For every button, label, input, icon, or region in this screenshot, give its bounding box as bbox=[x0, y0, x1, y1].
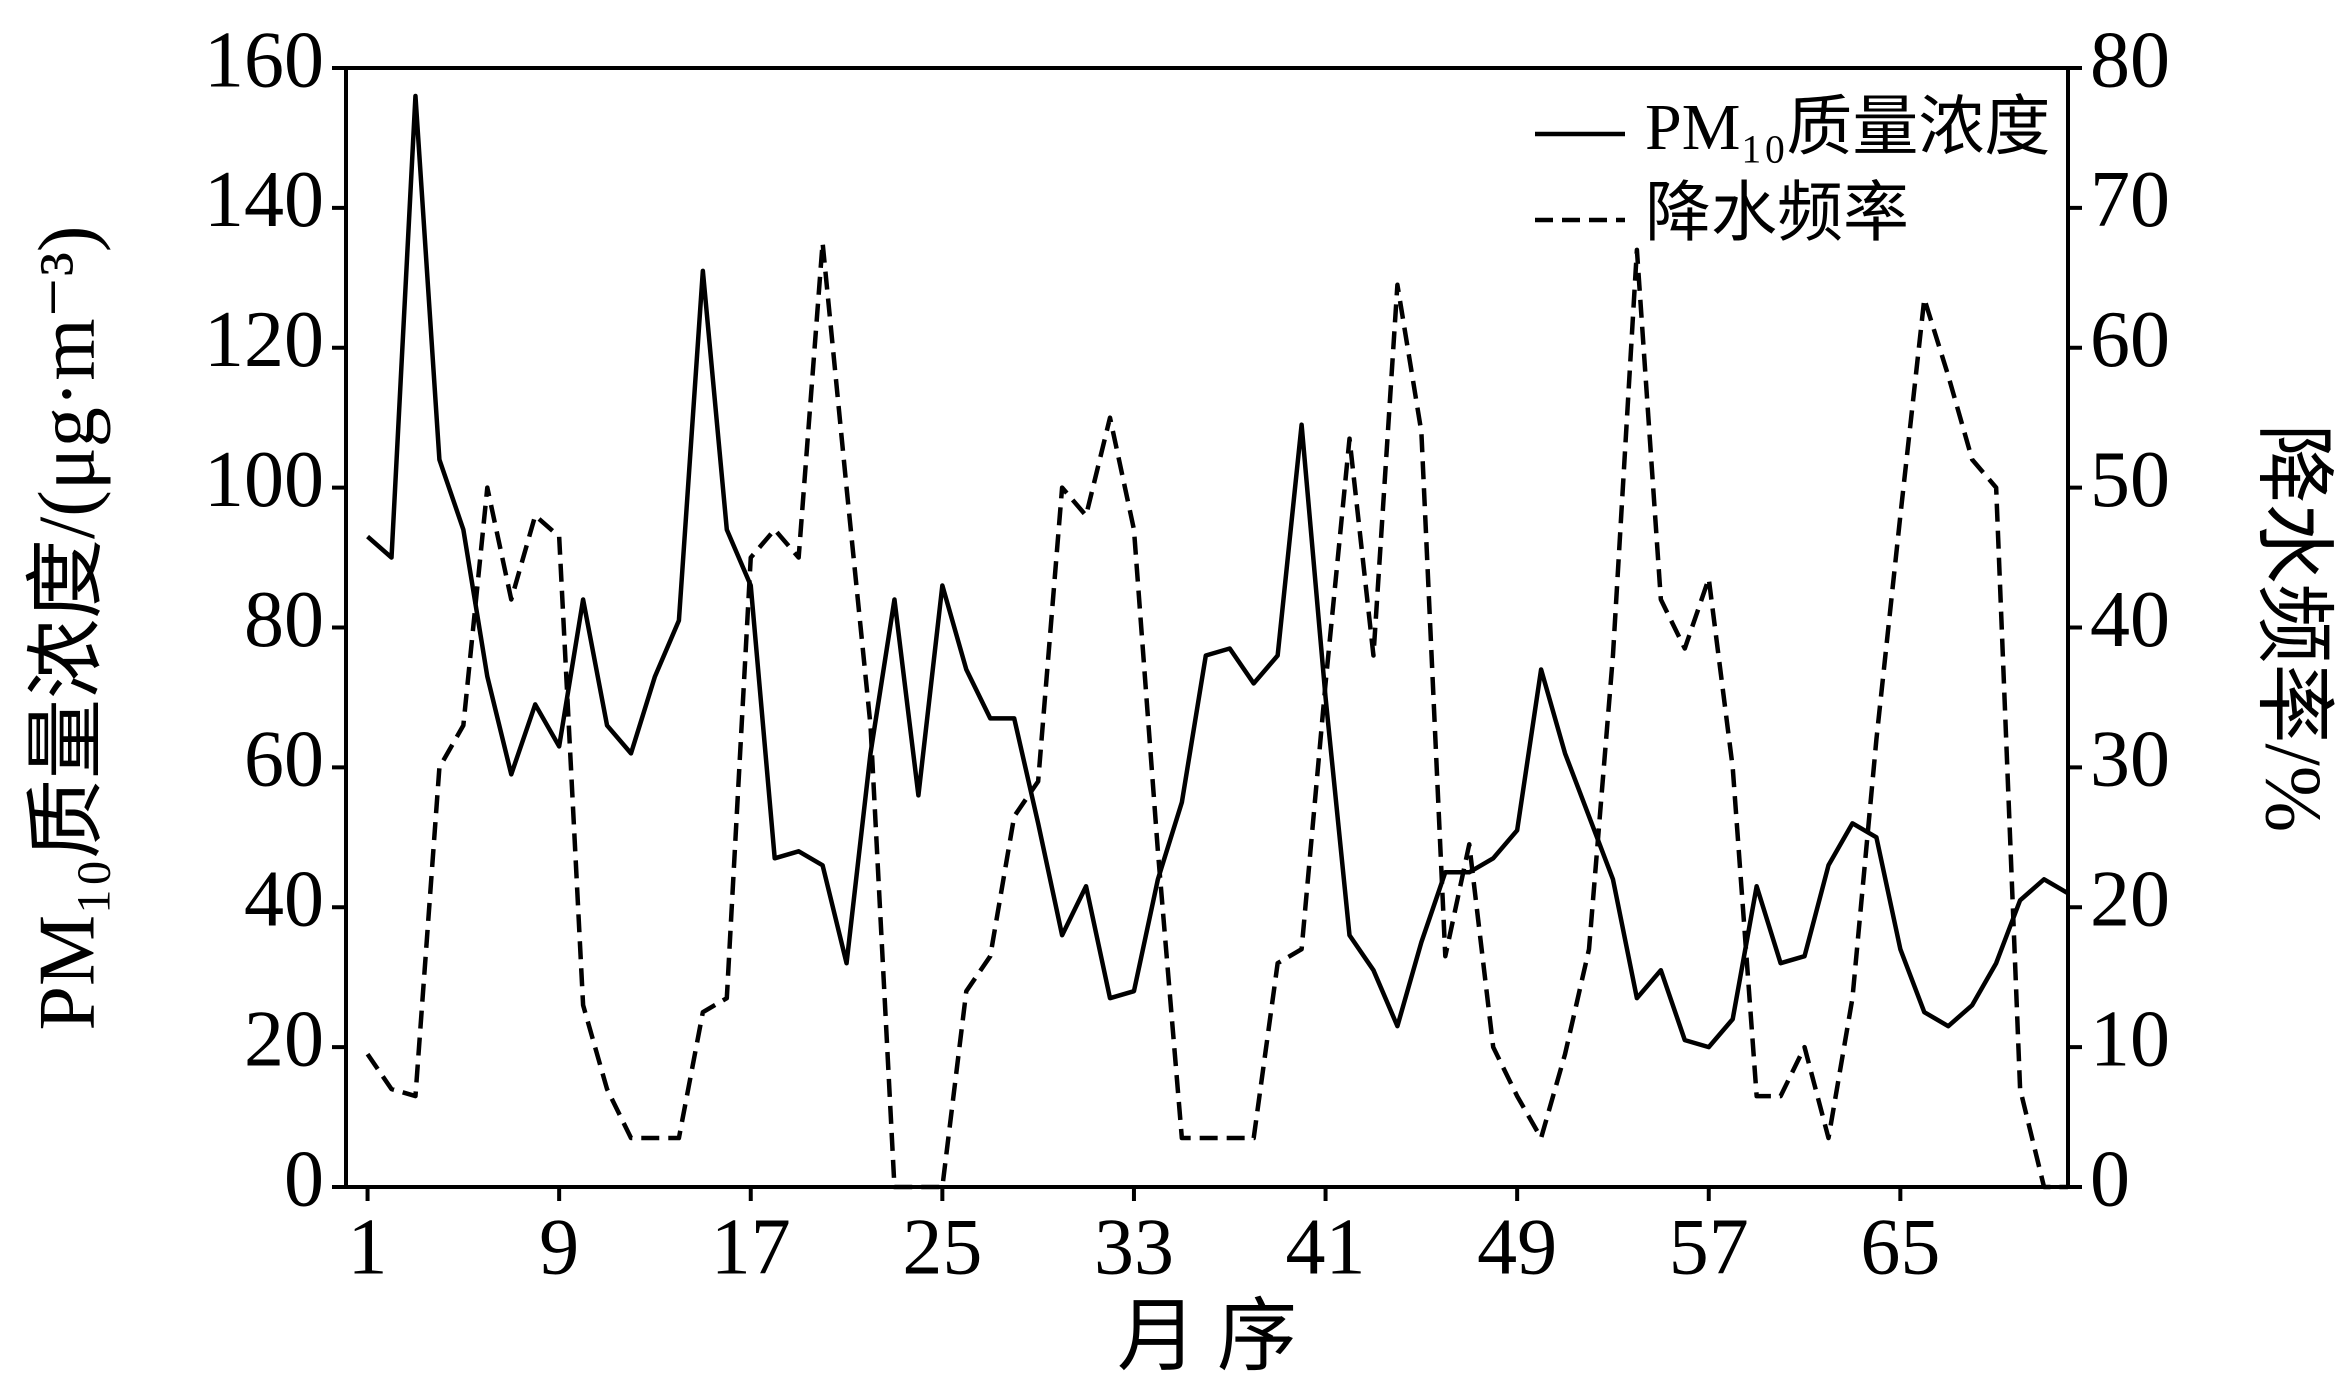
y2-tick-label: 50 bbox=[2090, 436, 2170, 524]
y-tick-label: 160 bbox=[204, 16, 324, 104]
x-tick-label: 65 bbox=[1860, 1203, 1940, 1291]
y-tick-label: 140 bbox=[204, 156, 324, 244]
y2-tick-label: 70 bbox=[2090, 156, 2170, 244]
data-line bbox=[366, 93, 2070, 1050]
x-tick-label: 33 bbox=[1094, 1203, 1174, 1291]
x-tick-label: 9 bbox=[539, 1203, 579, 1291]
y2-tick-label: 10 bbox=[2090, 995, 2170, 1083]
y2-tick-label: 30 bbox=[2090, 716, 2170, 804]
y-tick-label: 100 bbox=[204, 436, 324, 524]
y2-tick-label: 0 bbox=[2090, 1135, 2130, 1223]
y-tick-label: 0 bbox=[284, 1135, 324, 1223]
legend-label: 降水频率 bbox=[1645, 177, 1909, 250]
y-tick-label: 60 bbox=[244, 716, 324, 804]
x-tick-label: 49 bbox=[1477, 1203, 1557, 1291]
y2-tick-label: 20 bbox=[2090, 856, 2170, 944]
y-tick-label: 120 bbox=[204, 296, 324, 384]
x-tick-label: 17 bbox=[711, 1203, 791, 1291]
y2-tick-label: 60 bbox=[2090, 296, 2170, 384]
plot-frame bbox=[344, 66, 2070, 1189]
x-tick-label: 1 bbox=[348, 1203, 388, 1291]
y-tick-label: 40 bbox=[244, 856, 324, 944]
x-tick-label: 25 bbox=[902, 1203, 982, 1291]
x-tick-label: 57 bbox=[1669, 1203, 1749, 1291]
y2-tick-label: 40 bbox=[2090, 576, 2170, 664]
data-line bbox=[365, 240, 2068, 1190]
y-axis-label: PM₁₀质量浓度/(μg·m⁻³) bbox=[23, 226, 111, 1031]
y-tick-label: 80 bbox=[244, 576, 324, 664]
legend-label: PM₁₀质量浓度 bbox=[1645, 91, 2050, 164]
y2-tick-label: 80 bbox=[2090, 16, 2170, 104]
y-tick-label: 20 bbox=[244, 995, 324, 1083]
y2-axis-label: 降水频率/% bbox=[2249, 424, 2336, 833]
x-tick-label: 41 bbox=[1286, 1203, 1366, 1291]
x-axis-label: 月 序 bbox=[1117, 1293, 1297, 1381]
